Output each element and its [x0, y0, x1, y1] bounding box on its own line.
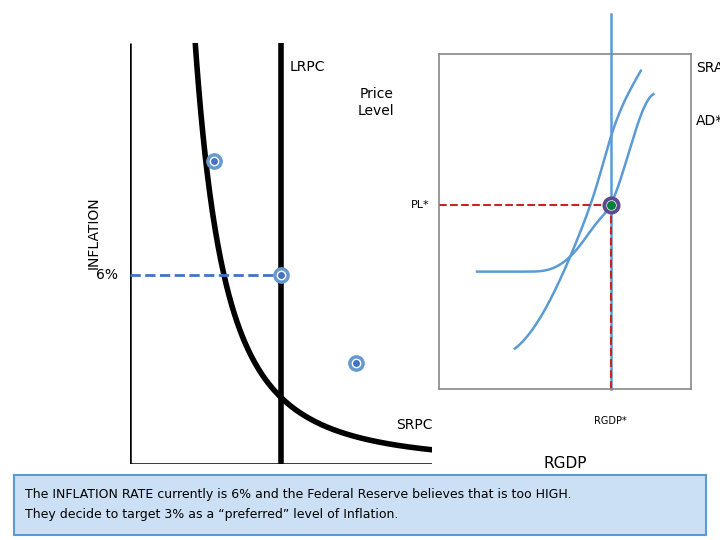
- Text: SRAS: SRAS: [696, 60, 720, 75]
- Text: RGDP: RGDP: [544, 456, 587, 471]
- Text: RGDP*: RGDP*: [594, 416, 627, 426]
- Text: NRU: NRU: [266, 494, 296, 508]
- Text: SRPC: SRPC: [396, 418, 432, 433]
- Text: AD*: AD*: [696, 114, 720, 128]
- Text: Price
Level: Price Level: [358, 87, 395, 118]
- Text: 6%: 6%: [96, 268, 117, 282]
- Text: PL*: PL*: [410, 200, 429, 210]
- Text: The INFLATION RATE currently is 6% and the Federal Reserve believes that is too : The INFLATION RATE currently is 6% and t…: [24, 488, 571, 522]
- Text: INFLATION: INFLATION: [86, 197, 100, 269]
- Text: UNEMPLOYMENT: UNEMPLOYMENT: [217, 523, 344, 538]
- Text: LRPC: LRPC: [290, 60, 325, 74]
